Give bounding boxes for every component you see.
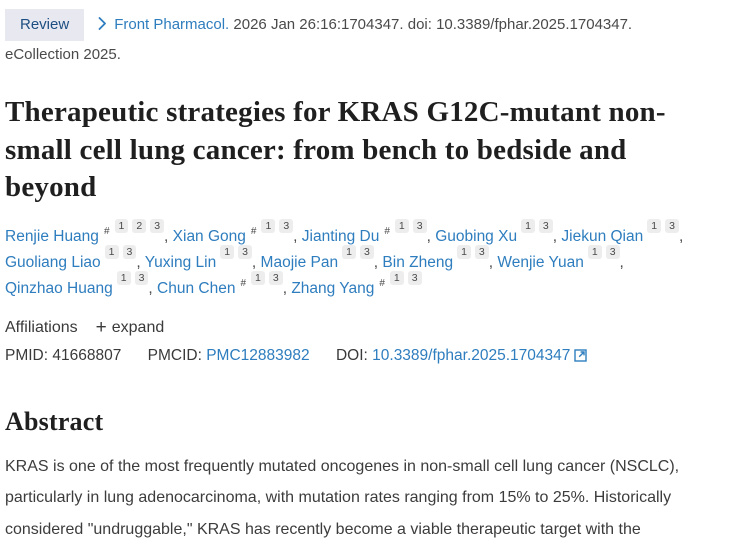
- affiliation-number-badge[interactable]: 1: [394, 218, 409, 233]
- affiliation-number-badge[interactable]: 3: [150, 218, 165, 233]
- affiliation-number-badge[interactable]: 1: [114, 218, 129, 233]
- author-link[interactable]: Chun Chen: [157, 280, 236, 298]
- affiliations-row: Affiliations + expand: [5, 317, 744, 339]
- page-title: Therapeutic strategies for KRAS G12C-mut…: [5, 96, 666, 204]
- affiliation-number-badge[interactable]: 3: [268, 270, 283, 285]
- author-link[interactable]: Qinzhao Huang: [5, 280, 113, 298]
- author-separator: ,: [282, 280, 292, 298]
- affiliation-number-badge[interactable]: 3: [665, 218, 679, 233]
- affiliation-number-badge[interactable]: 1: [261, 218, 276, 233]
- author-link[interactable]: Maojie Pan: [260, 254, 339, 272]
- affiliation-number-badge[interactable]: 3: [134, 270, 149, 285]
- author-item: Chun Chen #1 3: [157, 270, 283, 298]
- equal-contribution-icon: #: [250, 225, 257, 237]
- doi-link[interactable]: 10.3389/fphar.2025.1704347: [372, 347, 571, 365]
- affiliation-number-badge[interactable]: 1: [251, 270, 265, 285]
- author-link[interactable]: Jianting Du: [301, 228, 380, 246]
- author-separator: ,: [488, 254, 498, 272]
- identifiers-row: PMID: 41668807 PMCID: PMC12883982 DOI: 1…: [5, 347, 744, 367]
- affiliation-number-badge[interactable]: 3: [474, 244, 489, 259]
- author-separator: ,: [148, 280, 158, 298]
- author-link[interactable]: Wenjie Yuan: [497, 254, 584, 272]
- author-item: Jiekun Qian1 3: [561, 218, 679, 246]
- author-item: Bin Zheng1 3: [382, 244, 489, 272]
- affiliation-number-badge[interactable]: 1: [220, 244, 235, 259]
- equal-contribution-icon: #: [240, 277, 247, 289]
- author-item: Zhang Yang #1 3: [291, 270, 422, 298]
- chevron-right-icon: [98, 12, 107, 39]
- author-item: Yuxing Lin1 3: [144, 244, 252, 272]
- author-link[interactable]: Zhang Yang: [291, 280, 375, 298]
- author-item: Xian Gong #1 3: [172, 218, 294, 246]
- pmid-label: PMID:: [5, 347, 49, 365]
- equal-contribution-icon: #: [384, 225, 390, 237]
- affiliations-label: Affiliations: [5, 319, 78, 337]
- ecollection-text: eCollection 2025.: [5, 46, 121, 63]
- affiliation-number-badge[interactable]: 1: [587, 244, 602, 259]
- affiliation-number-badge[interactable]: 3: [359, 244, 374, 259]
- author-link[interactable]: Yuxing Lin: [144, 254, 217, 272]
- affiliation-number-badge[interactable]: 3: [412, 218, 427, 233]
- author-link[interactable]: Bin Zheng: [382, 254, 454, 272]
- affiliation-number-badge[interactable]: 1: [342, 244, 356, 259]
- author-separator: ,: [678, 228, 684, 246]
- author-item: Wenjie Yuan1 3: [497, 244, 620, 272]
- author-separator: ,: [426, 228, 436, 246]
- affiliation-number-badge[interactable]: 3: [407, 270, 422, 285]
- affiliation-number-badge[interactable]: 1: [521, 218, 535, 233]
- author-item: Jianting Du #1 3: [301, 218, 427, 246]
- affiliation-number-badge[interactable]: 3: [538, 218, 553, 233]
- publication-type-badge: Review: [5, 9, 85, 41]
- equal-contribution-icon: #: [379, 277, 385, 289]
- author-separator: ,: [164, 228, 173, 246]
- journal-link[interactable]: Front Pharmacol.: [114, 16, 230, 33]
- affiliation-number-badge[interactable]: 1: [104, 244, 119, 259]
- affiliation-number-badge[interactable]: 1: [389, 270, 404, 285]
- abstract-heading: Abstract: [5, 407, 104, 437]
- affiliation-number-badge[interactable]: 1: [457, 244, 471, 259]
- affiliation-number-badge[interactable]: 3: [605, 244, 620, 259]
- author-separator: ,: [293, 228, 302, 246]
- affiliation-number-badge[interactable]: 2: [132, 218, 147, 233]
- citation-text: 2026 Jan 26:16:1704347. doi: 10.3389/fph…: [233, 16, 633, 33]
- author-link[interactable]: Guobing Xu: [435, 228, 518, 246]
- pmcid-group: PMCID: PMC12883982: [148, 347, 310, 364]
- author-link[interactable]: Xian Gong: [172, 228, 246, 246]
- pmcid-label: PMCID:: [147, 347, 202, 365]
- author-link[interactable]: Jiekun Qian: [561, 228, 644, 246]
- author-item: Qinzhao Huang1 3: [5, 270, 149, 298]
- affiliation-number-badge[interactable]: 3: [122, 244, 137, 259]
- author-item: Maojie Pan1 3: [260, 244, 374, 272]
- external-link-icon: [574, 349, 588, 366]
- author-separator: ,: [619, 254, 624, 272]
- author-item: Guoliang Liao1 3: [5, 244, 137, 272]
- author-link[interactable]: Guoliang Liao: [5, 254, 101, 272]
- author-separator: ,: [136, 254, 145, 272]
- author-separator: ,: [373, 254, 383, 272]
- equal-contribution-icon: #: [103, 225, 110, 237]
- author-separator: ,: [552, 228, 562, 246]
- citation-line: Review Front Pharmacol. 2026 Jan 26:16:17…: [5, 9, 705, 68]
- expand-label: expand: [111, 319, 165, 337]
- expand-affiliations-button[interactable]: + expand: [96, 317, 165, 339]
- affiliation-number-badge[interactable]: 1: [116, 270, 131, 285]
- doi-group: DOI: 10.3389/fphar.2025.1704347: [335, 347, 588, 366]
- author-separator: ,: [251, 254, 261, 272]
- pmcid-link[interactable]: PMC12883982: [206, 347, 310, 365]
- abstract-paragraph: KRAS is one of the most frequently mutat…: [5, 458, 680, 538]
- plus-icon: +: [95, 317, 107, 339]
- pmid-value: 41668807: [52, 347, 122, 365]
- author-link[interactable]: Renjie Huang: [5, 228, 99, 246]
- affiliation-number-badge[interactable]: 1: [647, 218, 662, 233]
- author-item: Guobing Xu1 3: [435, 218, 553, 246]
- author-item: Renjie Huang #1 2 3: [5, 218, 165, 246]
- pmid-group: PMID: 41668807: [5, 347, 121, 364]
- author-list: Renjie Huang #1 2 3, Xian Gong #1 3, Jianting…: [5, 218, 717, 302]
- doi-label: DOI:: [335, 347, 368, 365]
- affiliation-number-badge[interactable]: 3: [238, 244, 252, 259]
- affiliation-number-badge[interactable]: 3: [279, 218, 294, 233]
